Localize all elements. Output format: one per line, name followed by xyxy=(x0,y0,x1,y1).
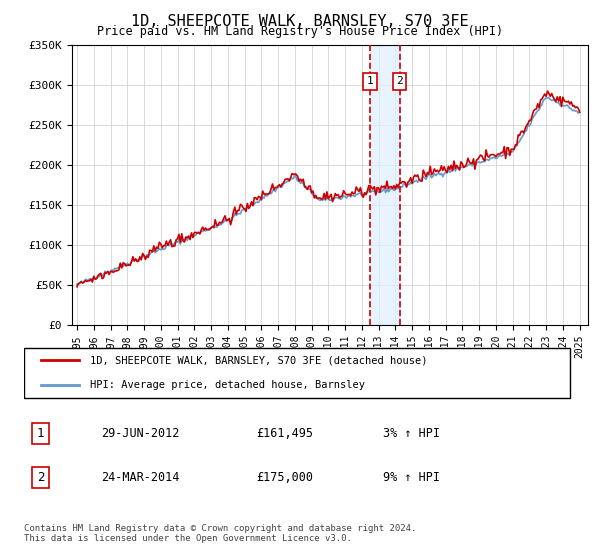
Bar xyxy=(370,45,400,325)
Text: £161,495: £161,495 xyxy=(256,427,313,440)
Text: Price paid vs. HM Land Registry's House Price Index (HPI): Price paid vs. HM Land Registry's House … xyxy=(97,25,503,38)
Text: 2: 2 xyxy=(396,76,403,86)
Text: Contains HM Land Registry data © Crown copyright and database right 2024.
This d: Contains HM Land Registry data © Crown c… xyxy=(24,524,416,543)
Text: 1: 1 xyxy=(37,427,44,440)
Text: 9% ↑ HPI: 9% ↑ HPI xyxy=(383,471,440,484)
Text: 1: 1 xyxy=(367,76,374,86)
Text: 2: 2 xyxy=(37,471,44,484)
Text: 3% ↑ HPI: 3% ↑ HPI xyxy=(383,427,440,440)
Text: 29-JUN-2012: 29-JUN-2012 xyxy=(101,427,179,440)
Text: £175,000: £175,000 xyxy=(256,471,313,484)
Text: 1D, SHEEPCOTE WALK, BARNSLEY, S70 3FE (detached house): 1D, SHEEPCOTE WALK, BARNSLEY, S70 3FE (d… xyxy=(90,355,428,365)
Text: HPI: Average price, detached house, Barnsley: HPI: Average price, detached house, Barn… xyxy=(90,380,365,390)
Text: 1D, SHEEPCOTE WALK, BARNSLEY, S70 3FE: 1D, SHEEPCOTE WALK, BARNSLEY, S70 3FE xyxy=(131,14,469,29)
Text: 24-MAR-2014: 24-MAR-2014 xyxy=(101,471,179,484)
FancyBboxPatch shape xyxy=(24,348,571,398)
